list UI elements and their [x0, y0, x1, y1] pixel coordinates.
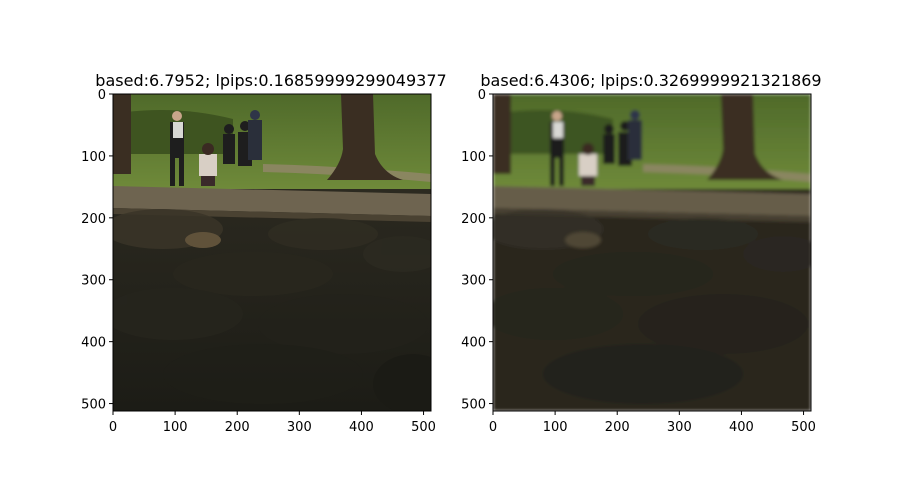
panel-right-title: based:6.4306; lpips:0.3269999921321869 — [480, 71, 821, 90]
x-tick-label: 200 — [225, 420, 250, 435]
panel-left: based:6.7952; lpips:0.16859999299049377 — [81, 71, 447, 435]
x-tick-label: 300 — [667, 420, 692, 435]
x-tick-label: 200 — [605, 420, 630, 435]
x-tick-label: 500 — [791, 420, 816, 435]
y-tick-label: 400 — [81, 336, 106, 351]
x-tick-label: 100 — [543, 420, 568, 435]
y-tick-label: 500 — [461, 398, 486, 413]
x-tick-label: 300 — [287, 420, 312, 435]
x-tick-label: 400 — [349, 420, 374, 435]
panel-left-image — [113, 94, 431, 411]
y-tick-label: 500 — [81, 398, 106, 413]
y-tick-label: 0 — [478, 88, 486, 103]
panel-right: based:6.4306; lpips:0.3269999921321869 — [461, 71, 821, 435]
y-tick-label: 100 — [461, 150, 486, 165]
panel-left-frame — [112, 93, 432, 412]
y-tick-label: 200 — [81, 212, 106, 227]
y-tick-label: 200 — [461, 212, 486, 227]
panel-left-title: based:6.7952; lpips:0.16859999299049377 — [95, 71, 446, 90]
panel-right-image — [493, 94, 811, 411]
scene-left — [113, 94, 431, 411]
x-tick-label: 0 — [109, 420, 117, 435]
y-tick-label: 100 — [81, 150, 106, 165]
y-tick-label: 0 — [98, 88, 106, 103]
y-tick-label: 400 — [461, 336, 486, 351]
x-tick-label: 0 — [489, 420, 497, 435]
y-tick-label: 300 — [81, 274, 106, 289]
panel-right-frame — [492, 93, 812, 412]
x-tick-label: 100 — [163, 420, 188, 435]
x-tick-label: 500 — [411, 420, 436, 435]
y-tick-label: 300 — [461, 274, 486, 289]
scene-right — [493, 94, 811, 411]
x-tick-label: 400 — [729, 420, 754, 435]
